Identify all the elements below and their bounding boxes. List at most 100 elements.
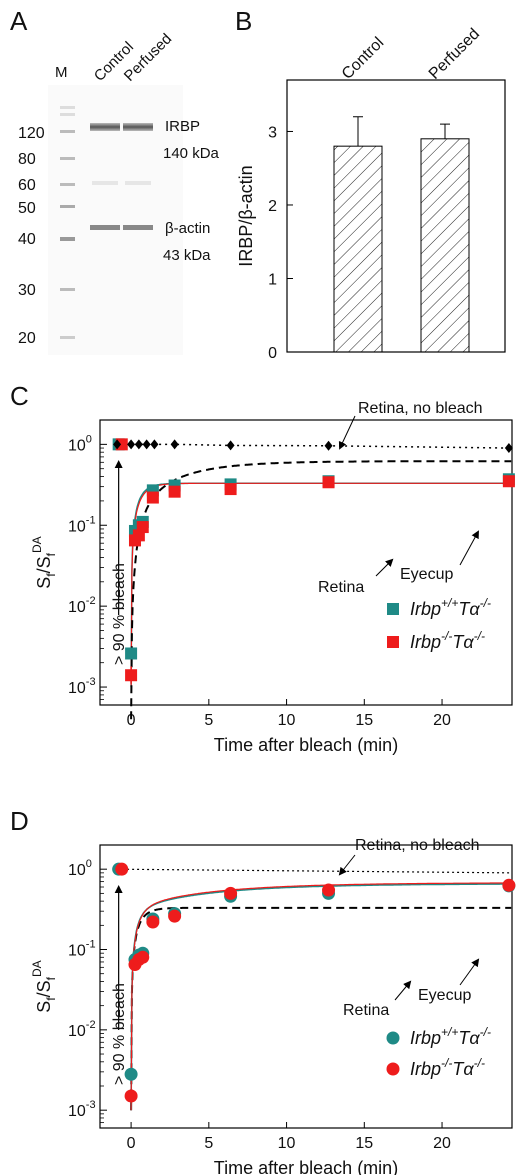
y-tick-label: 3	[268, 124, 277, 141]
data-point	[322, 476, 335, 489]
y-title-sup: DA	[30, 536, 44, 553]
data-point	[324, 440, 333, 451]
data-point	[127, 439, 136, 450]
y-tick-exponent: -1	[86, 939, 96, 951]
x-tick-label: 20	[433, 1135, 451, 1152]
marker-60: 60	[18, 177, 36, 194]
data-point	[170, 439, 179, 450]
data-point	[136, 521, 149, 534]
y-title-s: S	[34, 1001, 54, 1013]
legend-label: Irbp+/+Tα-/-	[410, 1025, 491, 1048]
y-tick-label: 10-2	[68, 595, 96, 616]
no-bleach-line	[117, 868, 511, 874]
y-tick-base: 10	[68, 943, 86, 960]
x-axis-title: Time after bleach (min)	[214, 1158, 398, 1175]
legend-marker	[387, 603, 399, 615]
annotation-arrow	[338, 415, 356, 450]
fit-curve-red	[130, 882, 512, 1111]
legend-marker	[387, 636, 399, 648]
y-tick-exponent: 0	[86, 858, 92, 870]
bleach-annotation: > 90 % bleach	[111, 983, 128, 1085]
retina-curve	[130, 906, 512, 1111]
actin-band-perfused	[123, 225, 153, 230]
legend-genotype: +/+	[441, 1025, 458, 1039]
actin-band-control	[90, 225, 120, 230]
panel-label-a: A	[10, 6, 28, 36]
legend-genotype2: -/-	[480, 1025, 491, 1039]
data-point	[134, 439, 143, 450]
category-label: Control	[339, 34, 387, 82]
legend-genotype2: -/-	[474, 1056, 485, 1070]
y-tick-label: 2	[268, 198, 277, 215]
y-tick-exponent: -3	[86, 676, 96, 688]
legend-gene2: Tα	[452, 1059, 474, 1079]
y-tick-label: 100	[68, 858, 92, 879]
legend-gene2: Tα	[452, 632, 474, 652]
data-point	[168, 485, 181, 498]
y-axis-title: Sf/SfDA	[30, 960, 58, 1012]
marker-120: 120	[18, 125, 45, 142]
legend-genotype: -/-	[441, 1056, 452, 1070]
fit-curve-teal	[130, 883, 512, 1111]
ladder-band	[60, 205, 75, 208]
marker-50: 50	[18, 200, 36, 217]
legend-genotype2: -/-	[480, 596, 491, 610]
annotation-arrow	[459, 530, 479, 566]
plot-frame	[99, 844, 513, 1129]
ladder-band	[60, 130, 75, 133]
legend-genotype: +/+	[441, 596, 458, 610]
marker-20: 20	[18, 330, 36, 347]
legend-gene: Irbp	[410, 1028, 441, 1048]
y-tick-base: 10	[68, 680, 86, 697]
data-point	[224, 886, 238, 900]
y-tick-exponent: -3	[86, 1099, 96, 1111]
data-point	[136, 950, 150, 964]
y-title-sub: f	[44, 573, 58, 577]
y-tick-label: 10-1	[68, 514, 96, 535]
y-title-den: /S	[34, 980, 54, 997]
annotation-no-bleach: Retina, no bleach	[358, 400, 483, 417]
data-point	[124, 1067, 138, 1081]
data-point	[113, 439, 122, 450]
data-point	[124, 1089, 138, 1103]
eyecup-curve	[130, 460, 512, 720]
irbp-band-control	[90, 123, 120, 131]
y-tick-base: 10	[68, 518, 86, 535]
y-title-sub: f	[44, 997, 58, 1001]
data-point	[504, 443, 513, 454]
panel-label-b: B	[235, 6, 252, 36]
ladder-band	[60, 183, 75, 186]
annotation-retina: Retina	[343, 1002, 389, 1019]
marker-ladder	[60, 106, 75, 339]
ladder-band	[60, 336, 75, 339]
y-tick-exponent: -1	[86, 514, 96, 526]
data-point	[502, 475, 515, 488]
y-axis-title: Sf/SfDA	[30, 536, 58, 588]
x-axis-title: Time after bleach (min)	[214, 735, 398, 755]
y-tick-exponent: 0	[86, 433, 92, 445]
legend-gene: Irbp	[410, 599, 441, 619]
plot-frame	[286, 79, 506, 353]
band-size-irbp: 140 kDa	[163, 145, 220, 162]
fit-curve-red	[130, 482, 512, 688]
y-axis-title: IRBP/β-actin	[236, 165, 256, 266]
legend-genotype2: -/-	[474, 629, 485, 643]
annotation-retina: Retina	[318, 579, 364, 596]
annotation-arrow	[338, 854, 356, 876]
annotation-arrow	[375, 558, 394, 577]
bar	[333, 145, 383, 353]
y-tick-label: 10-2	[68, 1019, 96, 1040]
y-title-sub2: f	[44, 976, 58, 980]
bleach-annotation: > 90 % bleach	[111, 563, 128, 665]
y-tick-label: 10-3	[68, 676, 96, 697]
x-tick-label: 15	[355, 712, 373, 729]
legend-label: Irbp+/+Tα-/-	[410, 596, 491, 619]
legend-gene: Irbp	[410, 632, 441, 652]
x-tick-label: 5	[204, 1135, 213, 1152]
y-tick-exponent: -2	[86, 595, 96, 607]
data-point	[115, 862, 129, 876]
band-size-actin: 43 kDa	[163, 247, 211, 264]
y-tick-label: 1	[268, 271, 277, 288]
legend-label: Irbp-/-Tα-/-	[410, 1056, 485, 1079]
